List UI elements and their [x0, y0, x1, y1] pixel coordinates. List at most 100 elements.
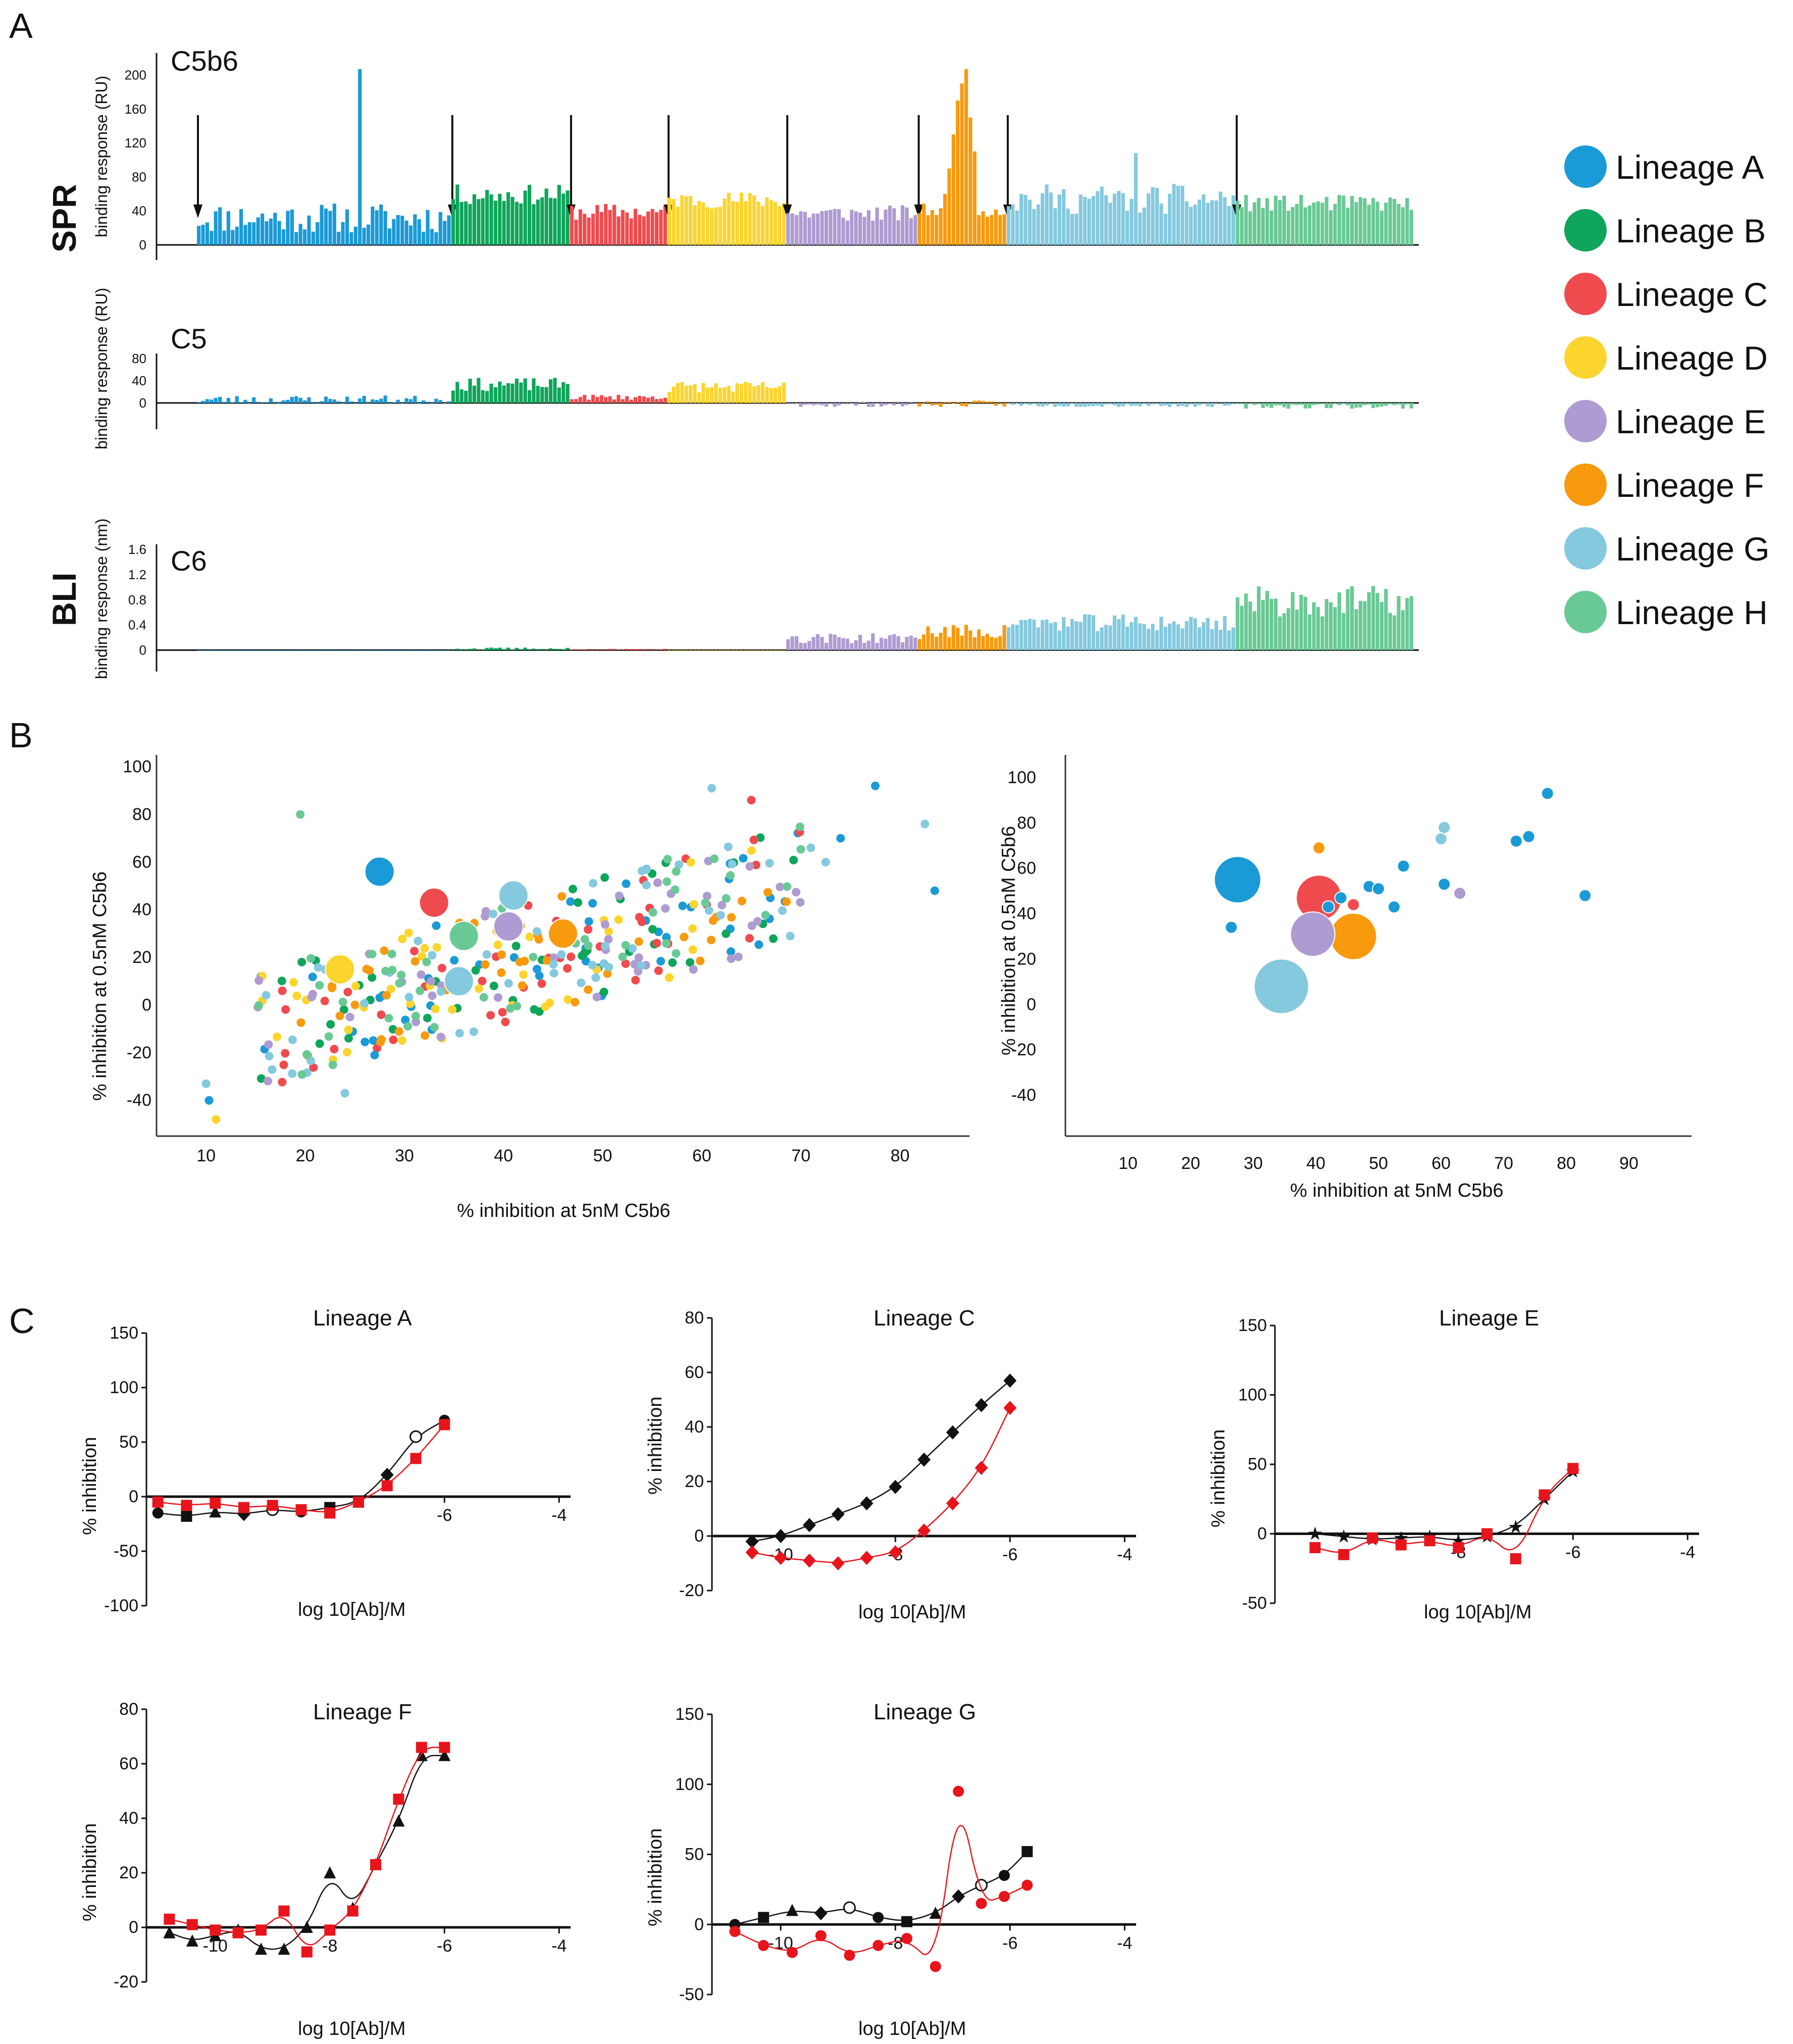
x-tick-label-2: -4	[1680, 1543, 1695, 1562]
scatter-point	[281, 1049, 290, 1058]
bar	[985, 217, 990, 245]
bar	[1006, 206, 1011, 245]
bar	[756, 385, 760, 403]
scatter-point	[416, 986, 425, 995]
bar	[523, 378, 527, 403]
scatter-point	[406, 999, 415, 1008]
bar	[413, 395, 417, 403]
bar	[612, 205, 617, 245]
bar	[481, 390, 485, 403]
bar	[1134, 403, 1138, 406]
bar	[778, 386, 782, 403]
bar	[362, 395, 366, 403]
scatter-point	[262, 991, 271, 1000]
bar	[1231, 627, 1236, 650]
scatter-point	[404, 929, 413, 938]
bar	[506, 383, 510, 403]
scatter-point	[656, 957, 665, 966]
bar	[820, 637, 824, 650]
scatter-point	[754, 940, 763, 949]
bar	[464, 649, 468, 650]
y-tick-label-4: 1.6	[128, 542, 146, 557]
y-tick-label-5: 60	[1017, 859, 1036, 878]
bar	[981, 211, 985, 245]
bar	[256, 217, 260, 245]
bar	[222, 401, 226, 403]
bar	[1244, 593, 1248, 650]
y-tick-label-1: 40	[132, 203, 146, 219]
bar	[1282, 195, 1286, 245]
bar	[536, 386, 540, 403]
group-arrow-head-0	[193, 205, 202, 218]
bar	[1388, 197, 1392, 245]
bar	[1091, 403, 1096, 406]
bar	[353, 650, 357, 651]
data-marker	[210, 1924, 221, 1936]
bar	[854, 403, 858, 406]
bar	[1240, 605, 1244, 650]
bar	[964, 625, 968, 650]
bar	[1333, 607, 1337, 650]
scatter-point	[789, 855, 798, 864]
bar	[1257, 197, 1261, 245]
bar	[583, 649, 587, 650]
bar	[1202, 194, 1206, 245]
data-marker	[152, 1496, 164, 1508]
scatter-point	[672, 867, 681, 876]
bar	[1401, 610, 1405, 650]
bar	[375, 210, 379, 245]
data-marker	[238, 1502, 249, 1513]
bar	[523, 647, 527, 650]
scatter-point	[680, 933, 689, 942]
scatter-point	[739, 854, 748, 863]
bar	[468, 203, 472, 245]
scatter-point	[340, 1089, 349, 1098]
bar	[566, 190, 570, 245]
scatter-point	[601, 942, 610, 951]
data-marker	[976, 1898, 987, 1909]
scatter-point	[592, 993, 601, 1002]
data-marker	[815, 1930, 827, 1941]
bar	[1108, 403, 1112, 404]
bar	[633, 649, 638, 650]
x-tick-label-1: -6	[1565, 1543, 1580, 1562]
bar	[1096, 631, 1100, 650]
scatter-point	[351, 982, 360, 991]
bar	[1070, 214, 1074, 245]
bar	[226, 650, 230, 651]
scatter-point	[707, 936, 716, 945]
bar	[1032, 620, 1036, 650]
bar	[629, 649, 633, 650]
scatter-point	[328, 982, 337, 991]
bar	[1299, 594, 1303, 650]
bar	[578, 397, 582, 403]
bar	[1079, 622, 1083, 650]
bar	[498, 381, 502, 403]
legend-swatch-4	[1564, 400, 1607, 442]
bar	[1023, 620, 1028, 650]
bar	[570, 206, 574, 245]
bar	[260, 402, 265, 403]
bar	[1269, 210, 1273, 245]
bar	[422, 400, 426, 403]
bar	[1248, 211, 1252, 245]
bar	[375, 400, 379, 403]
data-marker	[831, 1507, 845, 1521]
bar	[774, 202, 778, 245]
bar	[638, 215, 642, 245]
scatter-point	[430, 1023, 439, 1032]
x-tick-label-4: 50	[1369, 1154, 1388, 1173]
bar	[782, 202, 786, 245]
bar	[782, 382, 786, 403]
data-marker: ★	[1336, 1526, 1352, 1547]
bar	[1176, 403, 1180, 406]
data-marker: ★	[1508, 1516, 1524, 1537]
bar	[1316, 201, 1320, 245]
bar	[752, 386, 756, 403]
bar	[1041, 403, 1045, 407]
bar	[760, 650, 765, 651]
bar	[1125, 211, 1130, 245]
bar	[947, 168, 951, 245]
scatter-point	[338, 997, 347, 1006]
bar	[1070, 403, 1074, 404]
